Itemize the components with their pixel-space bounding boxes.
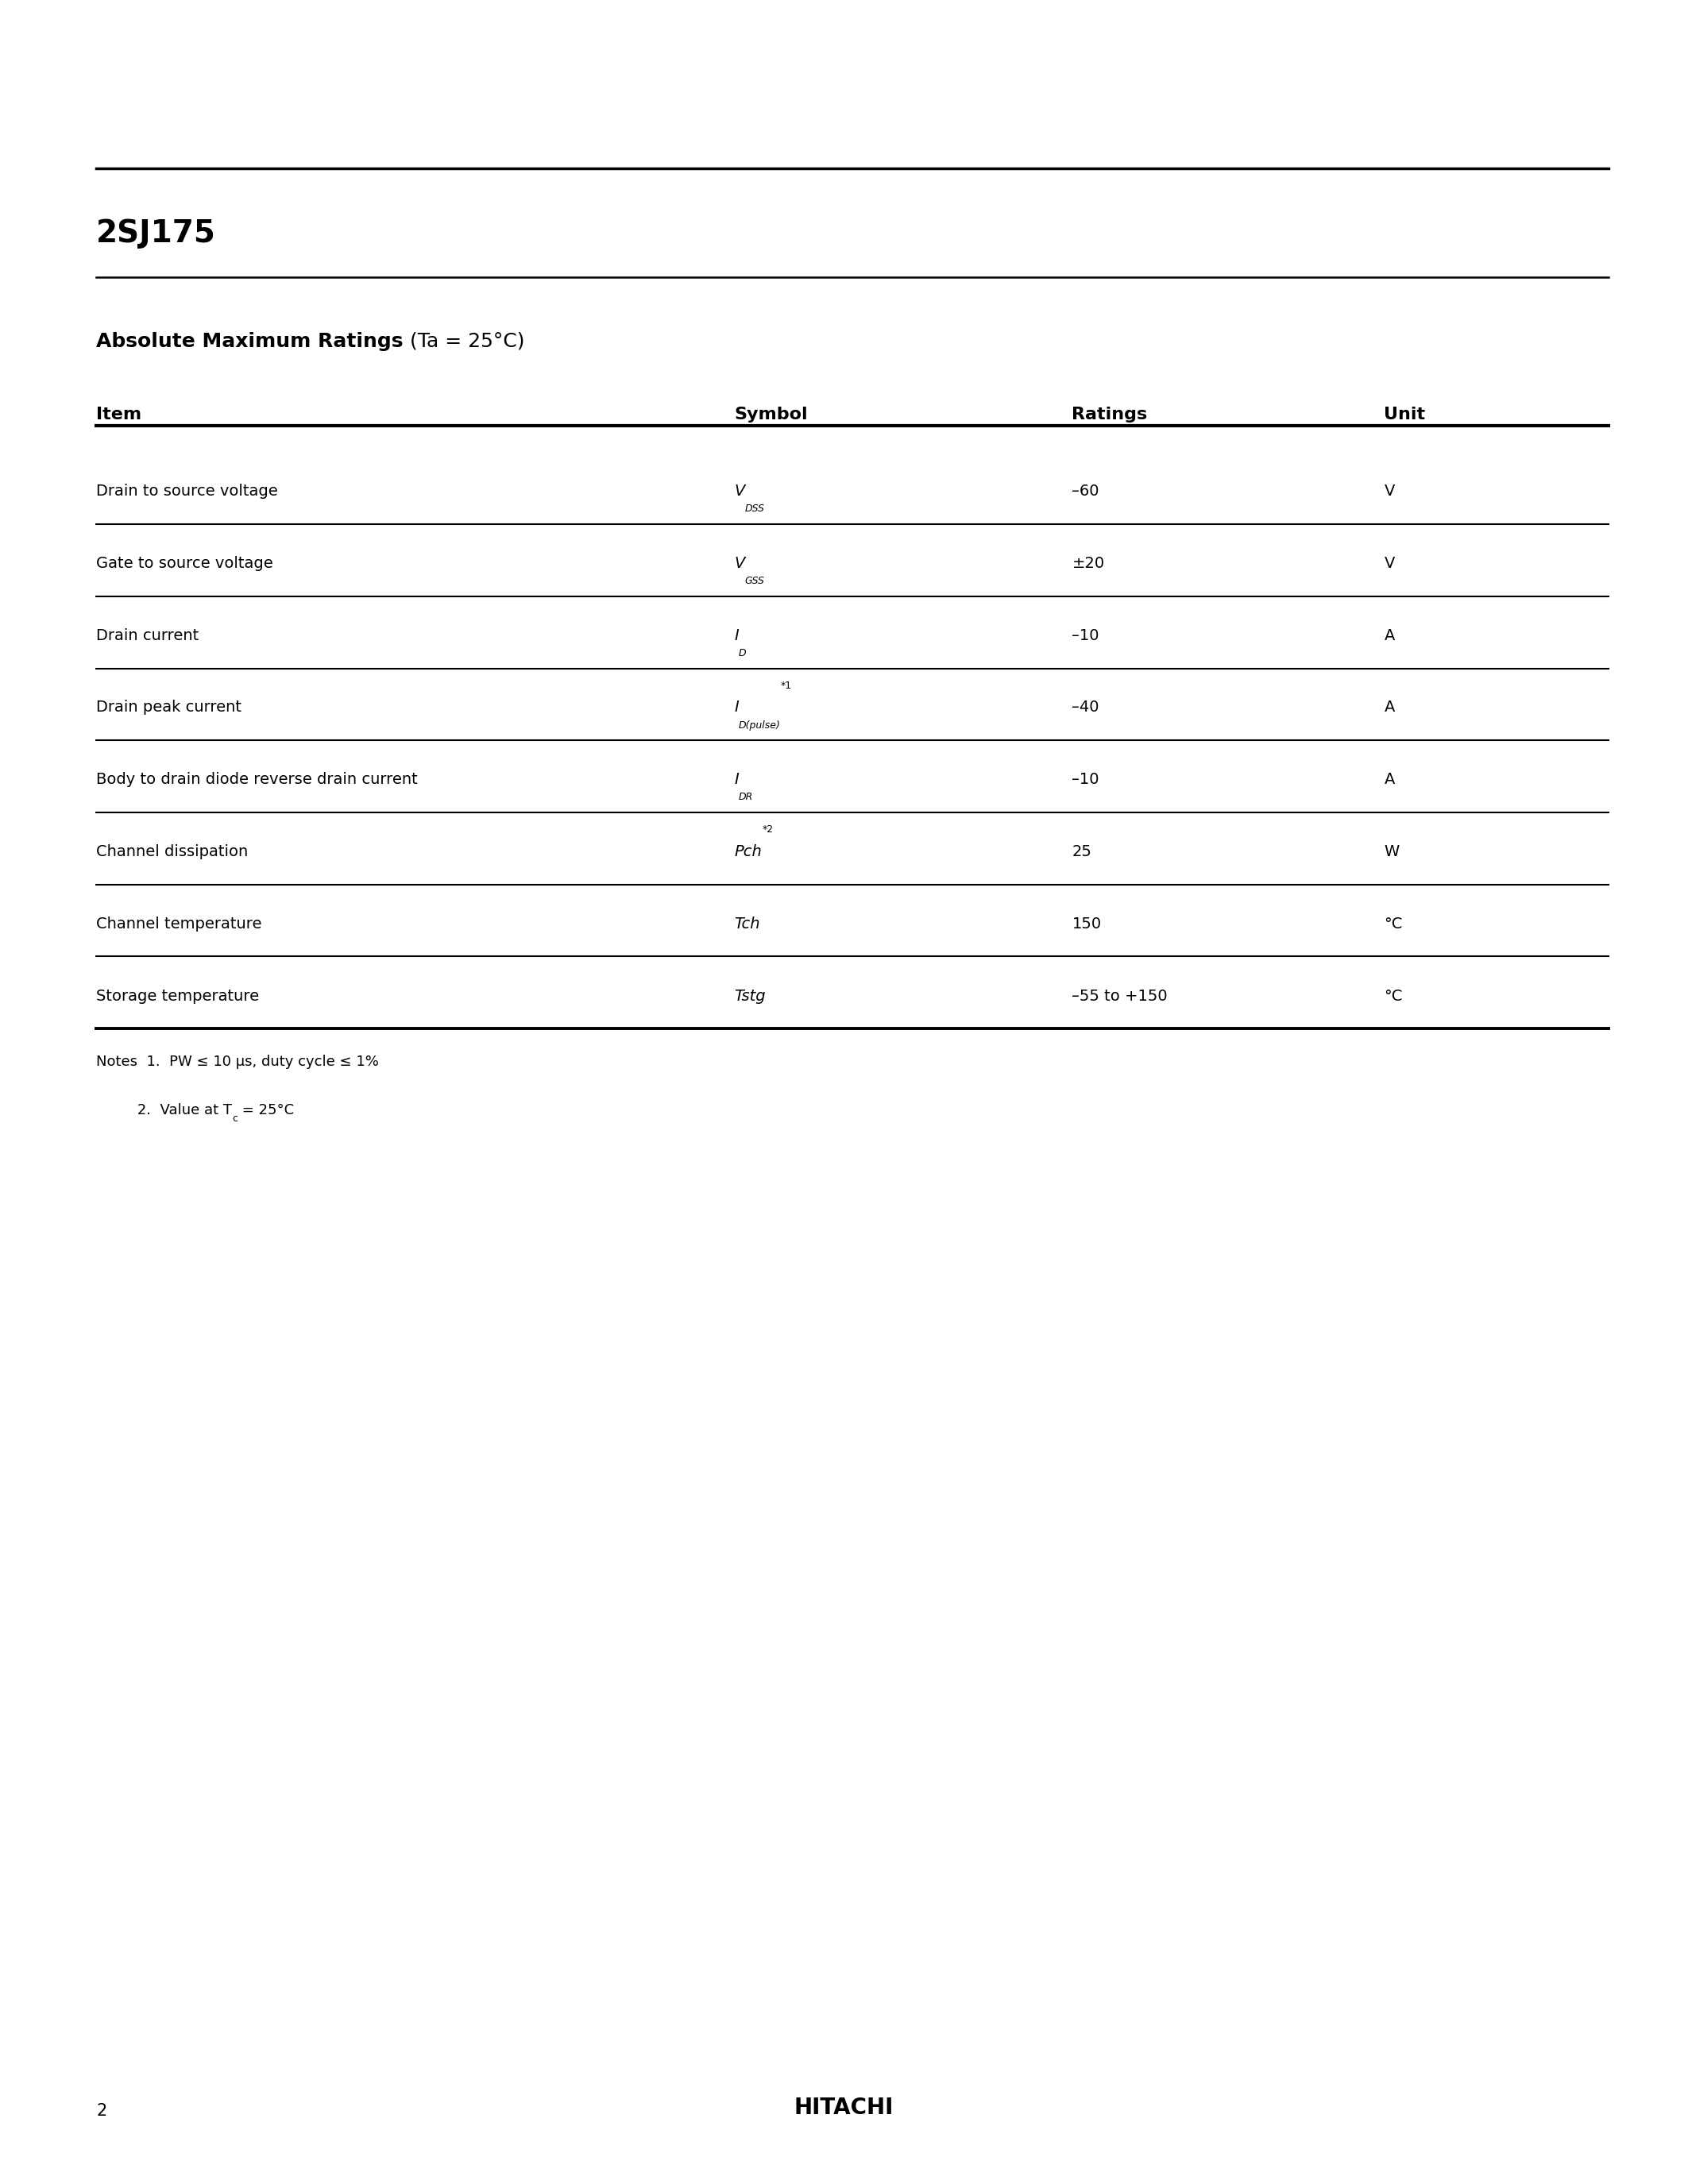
Text: V: V	[1384, 557, 1394, 570]
Text: W: W	[1384, 845, 1399, 858]
Text: HITACHI: HITACHI	[795, 2097, 895, 2118]
Text: –55 to +150: –55 to +150	[1072, 989, 1168, 1002]
Text: DSS: DSS	[744, 505, 765, 513]
Text: Drain peak current: Drain peak current	[96, 701, 241, 714]
Text: I: I	[734, 773, 739, 786]
Text: A: A	[1384, 629, 1394, 642]
Text: V: V	[734, 557, 744, 570]
Text: –60: –60	[1072, 485, 1099, 498]
Text: Drain current: Drain current	[96, 629, 199, 642]
Text: Gate to source voltage: Gate to source voltage	[96, 557, 273, 570]
Text: 2SJ175: 2SJ175	[96, 218, 216, 249]
Text: = 25°C: = 25°C	[238, 1103, 294, 1118]
Text: Item: Item	[96, 406, 142, 422]
Text: Unit: Unit	[1384, 406, 1426, 422]
Text: Notes  1.  PW ≤ 10 μs, duty cycle ≤ 1%: Notes 1. PW ≤ 10 μs, duty cycle ≤ 1%	[96, 1055, 378, 1070]
Text: 2: 2	[96, 2103, 106, 2118]
Text: –10: –10	[1072, 629, 1099, 642]
Text: Drain to source voltage: Drain to source voltage	[96, 485, 279, 498]
Text: GSS: GSS	[744, 577, 765, 585]
Text: 2.  Value at T: 2. Value at T	[96, 1103, 231, 1118]
Text: DR: DR	[739, 793, 753, 802]
Text: ±20: ±20	[1072, 557, 1104, 570]
Text: Absolute Maximum Ratings: Absolute Maximum Ratings	[96, 332, 403, 352]
Text: (Ta = 25°C): (Ta = 25°C)	[403, 332, 525, 352]
Text: c: c	[231, 1114, 238, 1125]
Text: Channel temperature: Channel temperature	[96, 917, 262, 930]
Text: 150: 150	[1072, 917, 1101, 930]
Text: –40: –40	[1072, 701, 1099, 714]
Text: A: A	[1384, 701, 1394, 714]
Text: V: V	[734, 485, 744, 498]
Text: D(pulse): D(pulse)	[739, 721, 782, 729]
Text: –10: –10	[1072, 773, 1099, 786]
Text: V: V	[1384, 485, 1394, 498]
Text: I: I	[734, 701, 739, 714]
Text: Symbol: Symbol	[734, 406, 809, 422]
Text: Ratings: Ratings	[1072, 406, 1148, 422]
Text: Body to drain diode reverse drain current: Body to drain diode reverse drain curren…	[96, 773, 417, 786]
Text: *1: *1	[782, 681, 792, 690]
Text: Tstg: Tstg	[734, 989, 766, 1002]
Text: °C: °C	[1384, 917, 1403, 930]
Text: A: A	[1384, 773, 1394, 786]
Text: °C: °C	[1384, 989, 1403, 1002]
Text: *2: *2	[761, 826, 773, 834]
Text: Tch: Tch	[734, 917, 760, 930]
Text: I: I	[734, 629, 739, 642]
Text: Pch: Pch	[734, 845, 761, 858]
Text: 25: 25	[1072, 845, 1092, 858]
Text: Channel dissipation: Channel dissipation	[96, 845, 248, 858]
Text: D: D	[739, 649, 746, 657]
Text: Storage temperature: Storage temperature	[96, 989, 260, 1002]
